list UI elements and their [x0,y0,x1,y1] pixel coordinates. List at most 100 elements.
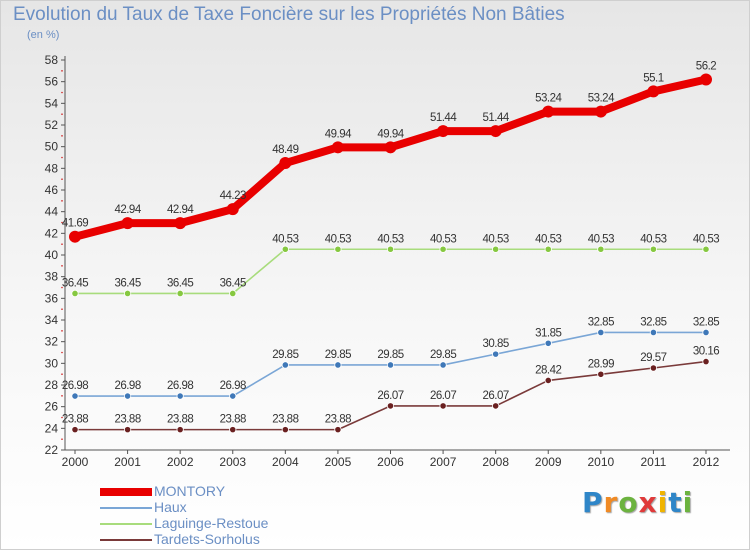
data-point-haux [702,328,710,337]
x-tick-label: 2010 [587,455,614,469]
data-point-tardets-sorholus [439,402,447,410]
data-point-laguinge-restoue [71,289,79,298]
data-label-montory: 49.94 [377,128,404,140]
y-tick-label: 42 [45,226,59,240]
data-label-laguinge-restoue: 40.53 [483,233,509,245]
legend-label: Haux [154,499,187,515]
data-label-haux: 29.85 [377,349,403,361]
y-minor-tick [61,416,63,419]
data-label-haux: 30.85 [483,338,509,350]
data-point-laguinge-restoue [597,245,605,253]
data-point-tardets-sorholus [229,426,237,434]
data-label-tardets-sorholus: 26.07 [377,390,403,402]
data-point-haux [439,361,447,369]
x-tick-label: 2005 [325,455,352,469]
data-label-tardets-sorholus: 30.16 [693,346,719,358]
data-label-tardets-sorholus: 26.07 [430,390,456,402]
data-label-montory: 53.24 [588,93,615,105]
y-tick-label: 56 [45,75,59,89]
data-label-laguinge-restoue: 36.45 [220,277,246,289]
y-minor-tick [61,308,63,310]
y-tick-label: 46 [45,183,59,197]
y-minor-tick [61,395,63,397]
data-point-haux [334,361,342,369]
x-tick-label: 2008 [482,455,509,469]
data-label-haux: 32.85 [693,316,719,328]
data-label-montory: 51.44 [483,112,510,124]
data-point-laguinge-restoue [492,245,500,253]
data-label-haux: 32.85 [640,316,666,328]
data-label-tardets-sorholus: 23.88 [272,414,298,426]
data-point-tardets-sorholus [123,426,132,434]
data-point-tardets-sorholus [71,426,79,434]
data-label-tardets-sorholus: 28.99 [588,358,614,370]
y-tick-label: 32 [45,335,59,349]
data-point-montory [437,125,450,138]
x-tick-label: 2003 [219,455,246,469]
data-point-montory [226,203,239,216]
x-tick-label: 2004 [272,455,299,469]
data-point-tardets-sorholus [281,426,289,434]
data-point-montory [489,125,502,138]
y-minor-tick [61,200,63,202]
x-tick-label: 2006 [377,455,404,469]
data-point-montory [69,230,81,243]
data-label-laguinge-restoue: 40.53 [535,233,561,245]
y-tick-label: 48 [45,161,59,175]
data-label-haux: 32.85 [588,316,614,328]
legend-label: MONTORY [154,483,226,499]
data-point-tardets-sorholus [176,426,184,434]
y-minor-tick [61,113,63,115]
y-minor-tick [61,438,63,440]
data-point-haux [544,339,552,347]
data-point-tardets-sorholus [544,376,552,385]
data-point-haux [281,361,289,369]
data-point-montory [700,73,712,86]
data-point-montory [384,141,397,154]
legend-swatch [100,523,152,525]
data-label-tardets-sorholus: 26.07 [483,390,509,402]
data-label-montory: 48.49 [272,144,298,156]
data-point-montory [542,105,555,118]
data-label-montory: 49.94 [325,128,352,140]
data-point-tardets-sorholus [702,357,710,366]
x-tick-label: 2011 [641,455,667,469]
data-label-montory: 42.94 [167,204,194,216]
y-minor-tick [61,286,63,289]
data-label-montory: 53.24 [535,93,562,105]
data-point-haux [597,328,605,337]
data-point-montory [594,105,607,118]
legend-swatch [100,507,152,509]
y-minor-tick [61,156,63,159]
x-tick-label: 2009 [535,455,562,469]
data-point-tardets-sorholus [492,402,500,410]
y-minor-tick [61,351,63,354]
legend-label: Tardets-Sorholus [154,531,260,547]
data-label-laguinge-restoue: 40.53 [693,233,719,245]
data-point-montory [174,217,187,230]
data-label-laguinge-restoue: 40.53 [272,233,298,245]
y-tick-label: 52 [45,118,59,132]
data-point-laguinge-restoue [123,289,132,298]
y-tick-label: 36 [45,291,59,305]
data-point-haux [649,328,658,337]
data-label-haux: 29.85 [272,349,298,361]
data-label-laguinge-restoue: 40.53 [588,233,614,245]
x-tick-label: 2001 [114,455,141,469]
y-minor-tick [61,135,63,137]
data-point-laguinge-restoue [702,245,710,253]
data-point-haux [229,392,237,400]
data-label-tardets-sorholus: 23.88 [220,414,246,426]
y-minor-tick [61,330,63,332]
data-point-laguinge-restoue [386,245,395,253]
data-label-laguinge-restoue: 40.53 [325,233,351,245]
data-label-haux: 26.98 [62,380,88,392]
data-label-laguinge-restoue: 36.45 [114,277,140,289]
data-point-haux [492,350,500,358]
y-minor-tick [61,265,63,267]
data-label-tardets-sorholus: 23.88 [167,414,193,426]
legend-swatch [100,488,152,496]
data-label-montory: 51.44 [430,112,457,124]
